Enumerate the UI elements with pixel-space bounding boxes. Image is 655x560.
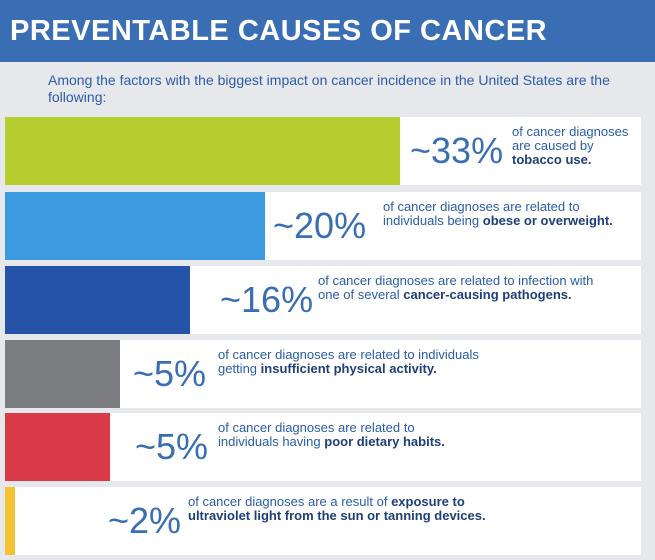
cause-row: ~20% of cancer diagnoses are related to i…: [5, 192, 641, 260]
percent: ~5%: [133, 353, 207, 394]
color-band: [5, 340, 120, 408]
description-bold: poor dietary habits.: [324, 434, 445, 449]
color-band: [5, 117, 400, 185]
description-bold: cancer-causing pathogens.: [403, 287, 572, 302]
description-text: of cancer diagnoses are caused by: [512, 124, 629, 153]
cause-row: ~16% of cancer diagnoses are related to i…: [5, 266, 641, 334]
percent: ~2%: [108, 500, 182, 541]
description: of cancer diagnoses are related to infec…: [318, 274, 618, 302]
cause-row: ~5% of cancer diagnoses are related to in…: [5, 413, 641, 481]
description-text: of cancer diagnoses are related to infec…: [318, 273, 594, 302]
description-text: of cancer diagnoses are related to indiv…: [218, 420, 415, 449]
color-band: [5, 413, 110, 481]
percent: ~20%: [273, 205, 367, 246]
color-band: [5, 487, 15, 555]
color-band: [5, 192, 265, 260]
description-bold: tobacco use.: [512, 152, 592, 167]
percent: ~33%: [410, 130, 504, 171]
description: of cancer diagnoses are related to indiv…: [383, 200, 623, 228]
description: of cancer diagnoses are caused by tobacc…: [512, 125, 632, 167]
description: of cancer diagnoses are related to indiv…: [218, 348, 518, 376]
cause-row: ~33% of cancer diagnoses are caused by to…: [5, 117, 641, 185]
color-band: [5, 266, 190, 334]
cause-row: ~2% of cancer diagnoses are a result of e…: [5, 487, 641, 555]
cause-row: ~5% of cancer diagnoses are related to in…: [5, 340, 641, 408]
title: PREVENTABLE CAUSES OF CANCER: [0, 0, 655, 62]
description-text: of cancer diagnoses are related to indiv…: [383, 199, 580, 228]
description-bold: exposure to ultraviolet light from the s…: [188, 494, 486, 523]
percent: ~5%: [135, 426, 209, 467]
percent: ~16%: [220, 279, 314, 320]
description-bold: obese or overweight.: [482, 213, 613, 228]
intro: Among the factors with the biggest impac…: [48, 72, 610, 105]
description: of cancer diagnoses are a result of expo…: [188, 495, 518, 523]
description-text: of cancer diagnoses are related to indiv…: [218, 347, 479, 376]
description-text: of cancer diagnoses are a result of: [188, 494, 388, 509]
description-bold: insufficient physical activity.: [260, 361, 437, 376]
description: of cancer diagnoses are related to indiv…: [218, 421, 458, 449]
